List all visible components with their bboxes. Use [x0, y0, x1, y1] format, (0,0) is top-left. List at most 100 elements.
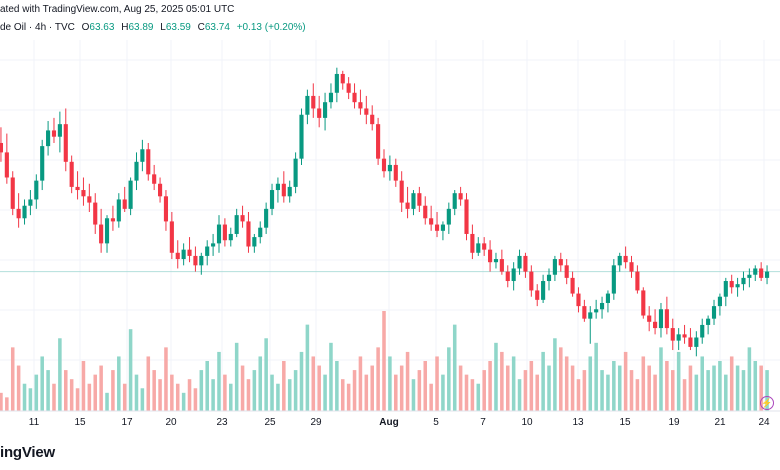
volume-bar	[411, 379, 416, 411]
candle	[429, 205, 434, 231]
volume-bar	[388, 356, 392, 411]
candle	[46, 121, 51, 156]
candle-body	[393, 164, 398, 181]
candle-body	[440, 224, 445, 231]
ohlc-legend: de Oil · 4h · TVC O63.63 H63.89 L63.59 C…	[0, 22, 310, 33]
candle	[81, 177, 86, 206]
volume-bar	[505, 365, 510, 411]
candle	[258, 221, 263, 244]
candle-body	[588, 312, 593, 319]
candle	[588, 306, 593, 344]
volume-bar	[671, 370, 675, 411]
volume-bar	[10, 347, 15, 411]
candle	[146, 142, 151, 181]
candle-body	[69, 161, 74, 187]
volume-bar	[358, 356, 363, 411]
candle-body	[234, 215, 239, 234]
candle	[617, 252, 622, 272]
candle-body	[281, 183, 286, 197]
volume-bar	[582, 370, 587, 411]
close-value: 63.74	[204, 22, 230, 33]
candle-body	[134, 161, 139, 181]
time-axis-label: 15	[74, 417, 86, 428]
symbol-label[interactable]: de Oil · 4h · TVC	[0, 22, 75, 33]
candle	[99, 208, 104, 253]
candle-body	[594, 309, 599, 313]
time-axis-label: 19	[668, 417, 680, 428]
volume-bar	[346, 383, 351, 411]
candle	[152, 164, 157, 191]
volume-bar	[635, 379, 640, 411]
volume-bar	[16, 365, 21, 411]
volume-bar	[93, 374, 98, 411]
candle	[87, 183, 92, 212]
volume-bar	[659, 347, 663, 411]
candle	[287, 180, 292, 203]
candle-body	[759, 268, 764, 278]
candle-body	[28, 199, 33, 206]
candle	[635, 265, 640, 294]
candle-body	[57, 124, 62, 137]
candle-body	[629, 262, 634, 272]
volume-bar	[229, 383, 233, 411]
volume-bar	[688, 365, 693, 411]
candle-body	[51, 130, 57, 137]
volume-bar	[429, 383, 433, 411]
volume-bar	[517, 379, 522, 411]
volume-bar	[46, 370, 50, 411]
candle-body	[240, 215, 245, 222]
volume-bar	[258, 356, 263, 411]
candle	[611, 259, 616, 300]
candle	[0, 127, 4, 162]
volume-bar	[335, 361, 339, 411]
candle-body	[99, 224, 104, 244]
candle-body	[729, 281, 734, 288]
time-axis-label: 21	[714, 417, 726, 428]
volume-bar	[240, 365, 245, 411]
time-axis-label: 17	[121, 417, 133, 428]
time-axis[interactable]: 11 15 17 20 23 25 29 Aug 5 7 10 13 15 19 21 24	[29, 417, 770, 428]
candle	[517, 249, 522, 275]
candle	[228, 227, 233, 247]
candle	[670, 318, 675, 351]
candle-body	[364, 108, 369, 115]
time-axis-label: 10	[521, 417, 533, 428]
candle-body	[299, 114, 304, 159]
candle-body	[293, 158, 298, 187]
candle	[187, 237, 192, 263]
candle	[476, 237, 481, 256]
candle-body	[376, 124, 381, 159]
candle-body	[647, 315, 652, 322]
volume-bar	[706, 370, 710, 411]
volume-bar	[323, 374, 327, 411]
volume-bar	[81, 361, 86, 411]
volume-bar	[64, 370, 68, 411]
candle	[393, 158, 398, 187]
volume-bar	[146, 356, 151, 411]
candle-body	[252, 237, 257, 247]
candle-body	[529, 271, 534, 291]
lightning-icon[interactable]: ⚡	[760, 396, 774, 410]
volume-bar	[535, 374, 539, 411]
candle-body	[658, 309, 664, 329]
candle	[653, 309, 658, 335]
volume-bar	[735, 365, 740, 411]
time-axis-label: 13	[572, 417, 584, 428]
candle	[275, 177, 280, 203]
volume-bar	[600, 370, 604, 411]
volume-bar	[724, 374, 728, 411]
volume-bar	[665, 361, 669, 411]
candle	[40, 139, 45, 191]
candle-body	[570, 277, 575, 294]
candle	[464, 193, 469, 241]
candle-body	[505, 271, 510, 282]
volume-bar	[329, 342, 333, 411]
volume-bar	[370, 365, 374, 411]
candle-body	[181, 249, 186, 260]
volume-bar	[694, 374, 699, 411]
candle-body	[700, 324, 705, 338]
candle-body	[764, 271, 770, 278]
candle	[293, 152, 298, 194]
candle-body	[670, 328, 675, 341]
